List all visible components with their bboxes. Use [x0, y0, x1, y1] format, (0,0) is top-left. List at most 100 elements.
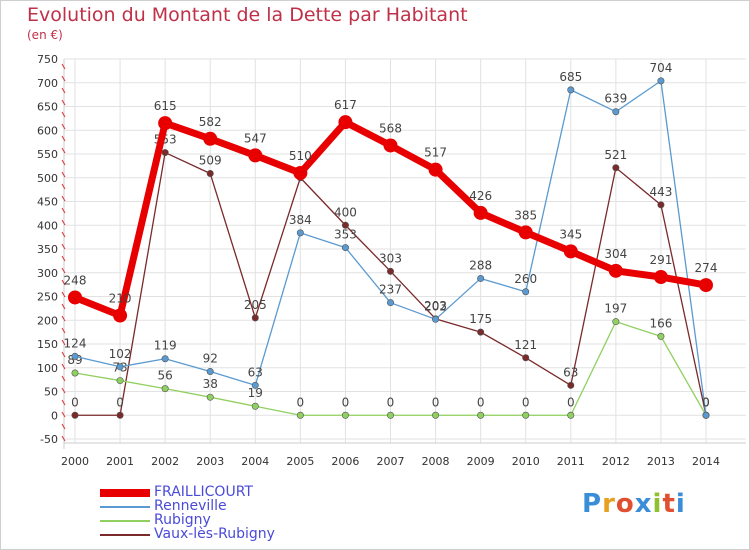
data-label-rubigny: 0 — [297, 395, 305, 409]
y-axis-dash — [61, 279, 66, 286]
x-tick-label: 2001 — [106, 455, 134, 468]
data-point-vaux-l-s-rubigny — [386, 267, 394, 275]
data-point-rubigny — [116, 377, 124, 385]
y-tick-label: 750 — [37, 53, 58, 66]
data-label-fraillicourt: 248 — [64, 273, 87, 287]
data-label-vaux-l-s-rubigny: 0 — [116, 395, 124, 409]
y-tick-label: 150 — [37, 338, 58, 351]
y-axis-dash — [61, 183, 66, 190]
y-axis-dash — [61, 147, 66, 154]
data-label-renneville: 260 — [514, 272, 537, 286]
data-point-renneville — [161, 355, 169, 363]
data-point-fraillicourt — [113, 308, 128, 323]
data-point-rubigny — [251, 402, 259, 410]
y-tick-label: 100 — [37, 362, 58, 375]
data-label-renneville: 639 — [604, 92, 627, 106]
data-label-renneville: 63 — [248, 365, 263, 379]
data-point-fraillicourt — [473, 205, 488, 220]
logo-letter: x — [634, 489, 653, 519]
data-point-rubigny — [657, 332, 665, 340]
data-point-fraillicourt — [608, 263, 623, 278]
data-label-renneville: 0 — [702, 395, 710, 409]
data-point-fraillicourt — [383, 138, 398, 153]
data-point-fraillicourt — [203, 131, 218, 146]
data-point-renneville — [432, 315, 440, 323]
x-tick-label: 2003 — [196, 455, 224, 468]
data-point-renneville — [116, 363, 124, 371]
y-axis-dash — [61, 423, 66, 430]
data-label-vaux-l-s-rubigny: 0 — [702, 395, 710, 409]
data-label-renneville: 353 — [334, 228, 357, 242]
data-label-rubigny: 89 — [67, 353, 82, 367]
data-point-vaux-l-s-rubigny — [206, 169, 214, 177]
y-tick-label: 350 — [37, 243, 58, 256]
y-tick-label: 650 — [37, 101, 58, 114]
y-axis-dash — [61, 435, 66, 442]
x-tick-label: 2000 — [61, 455, 89, 468]
data-label-vaux-l-s-rubigny: 443 — [649, 185, 672, 199]
y-tick-label: 200 — [37, 314, 58, 327]
data-label-vaux-l-s-rubigny: 521 — [604, 148, 627, 162]
data-point-vaux-l-s-rubigny — [477, 328, 485, 336]
data-label-rubigny: 0 — [387, 395, 395, 409]
data-point-vaux-l-s-rubigny — [567, 381, 575, 389]
data-point-renneville — [567, 86, 575, 94]
data-point-rubigny — [71, 369, 79, 377]
y-axis-dash — [61, 135, 66, 142]
x-tick-label: 2008 — [422, 455, 450, 468]
x-tick-label: 2013 — [647, 455, 675, 468]
y-tick-label: 700 — [37, 77, 58, 90]
y-axis-dash — [61, 291, 66, 298]
x-tick-label: 2012 — [602, 455, 630, 468]
data-label-fraillicourt: 615 — [154, 99, 177, 113]
data-label-renneville: 704 — [649, 61, 672, 75]
x-tick-label: 2002 — [151, 455, 179, 468]
logo-letter: i — [675, 489, 686, 519]
y-axis-dash — [61, 195, 66, 202]
data-label-vaux-l-s-rubigny: 509 — [199, 153, 222, 167]
data-label-rubigny: 38 — [203, 377, 218, 391]
legend-swatch — [100, 506, 150, 508]
y-tick-label: 600 — [37, 124, 58, 137]
y-tick-label: -50 — [40, 433, 58, 446]
data-label-vaux-l-s-rubigny: 203 — [424, 299, 447, 313]
data-point-vaux-l-s-rubigny — [116, 411, 124, 419]
data-point-fraillicourt — [518, 225, 533, 240]
data-point-vaux-l-s-rubigny — [522, 354, 530, 362]
data-label-rubigny: 0 — [522, 395, 530, 409]
legend-label: FRAILLICOURT — [154, 484, 253, 500]
data-point-rubigny — [522, 411, 530, 419]
data-label-renneville: 685 — [559, 70, 582, 84]
y-axis-dash — [61, 327, 66, 334]
data-point-fraillicourt — [293, 166, 308, 180]
data-label-fraillicourt: 385 — [514, 208, 537, 222]
data-point-renneville — [206, 368, 214, 376]
y-axis-dash — [61, 351, 66, 358]
data-label-vaux-l-s-rubigny: 303 — [379, 251, 402, 265]
data-label-rubigny: 166 — [649, 316, 672, 330]
data-label-renneville: 124 — [64, 336, 87, 350]
y-axis-dash — [61, 255, 66, 262]
data-point-fraillicourt — [653, 270, 668, 285]
x-tick-label: 2009 — [467, 455, 495, 468]
x-tick-label: 2007 — [377, 455, 405, 468]
data-label-fraillicourt: 210 — [109, 292, 132, 306]
data-label-fraillicourt: 547 — [244, 131, 267, 145]
y-tick-label: 250 — [37, 291, 58, 304]
data-point-rubigny — [567, 411, 575, 419]
data-label-fraillicourt: 510 — [289, 149, 312, 163]
x-tick-label: 2006 — [331, 455, 359, 468]
data-point-vaux-l-s-rubigny — [612, 164, 620, 172]
y-axis-dash — [61, 375, 66, 382]
data-label-vaux-l-s-rubigny: 400 — [334, 205, 357, 219]
data-label-fraillicourt: 345 — [559, 227, 582, 241]
data-label-rubigny: 0 — [342, 395, 350, 409]
data-point-rubigny — [206, 393, 214, 401]
data-point-renneville — [522, 288, 530, 296]
data-point-renneville — [477, 274, 485, 282]
legend-label: Renneville — [154, 498, 227, 514]
data-point-rubigny — [386, 411, 394, 419]
y-axis-dash — [61, 267, 66, 274]
data-label-rubigny: 0 — [567, 395, 575, 409]
